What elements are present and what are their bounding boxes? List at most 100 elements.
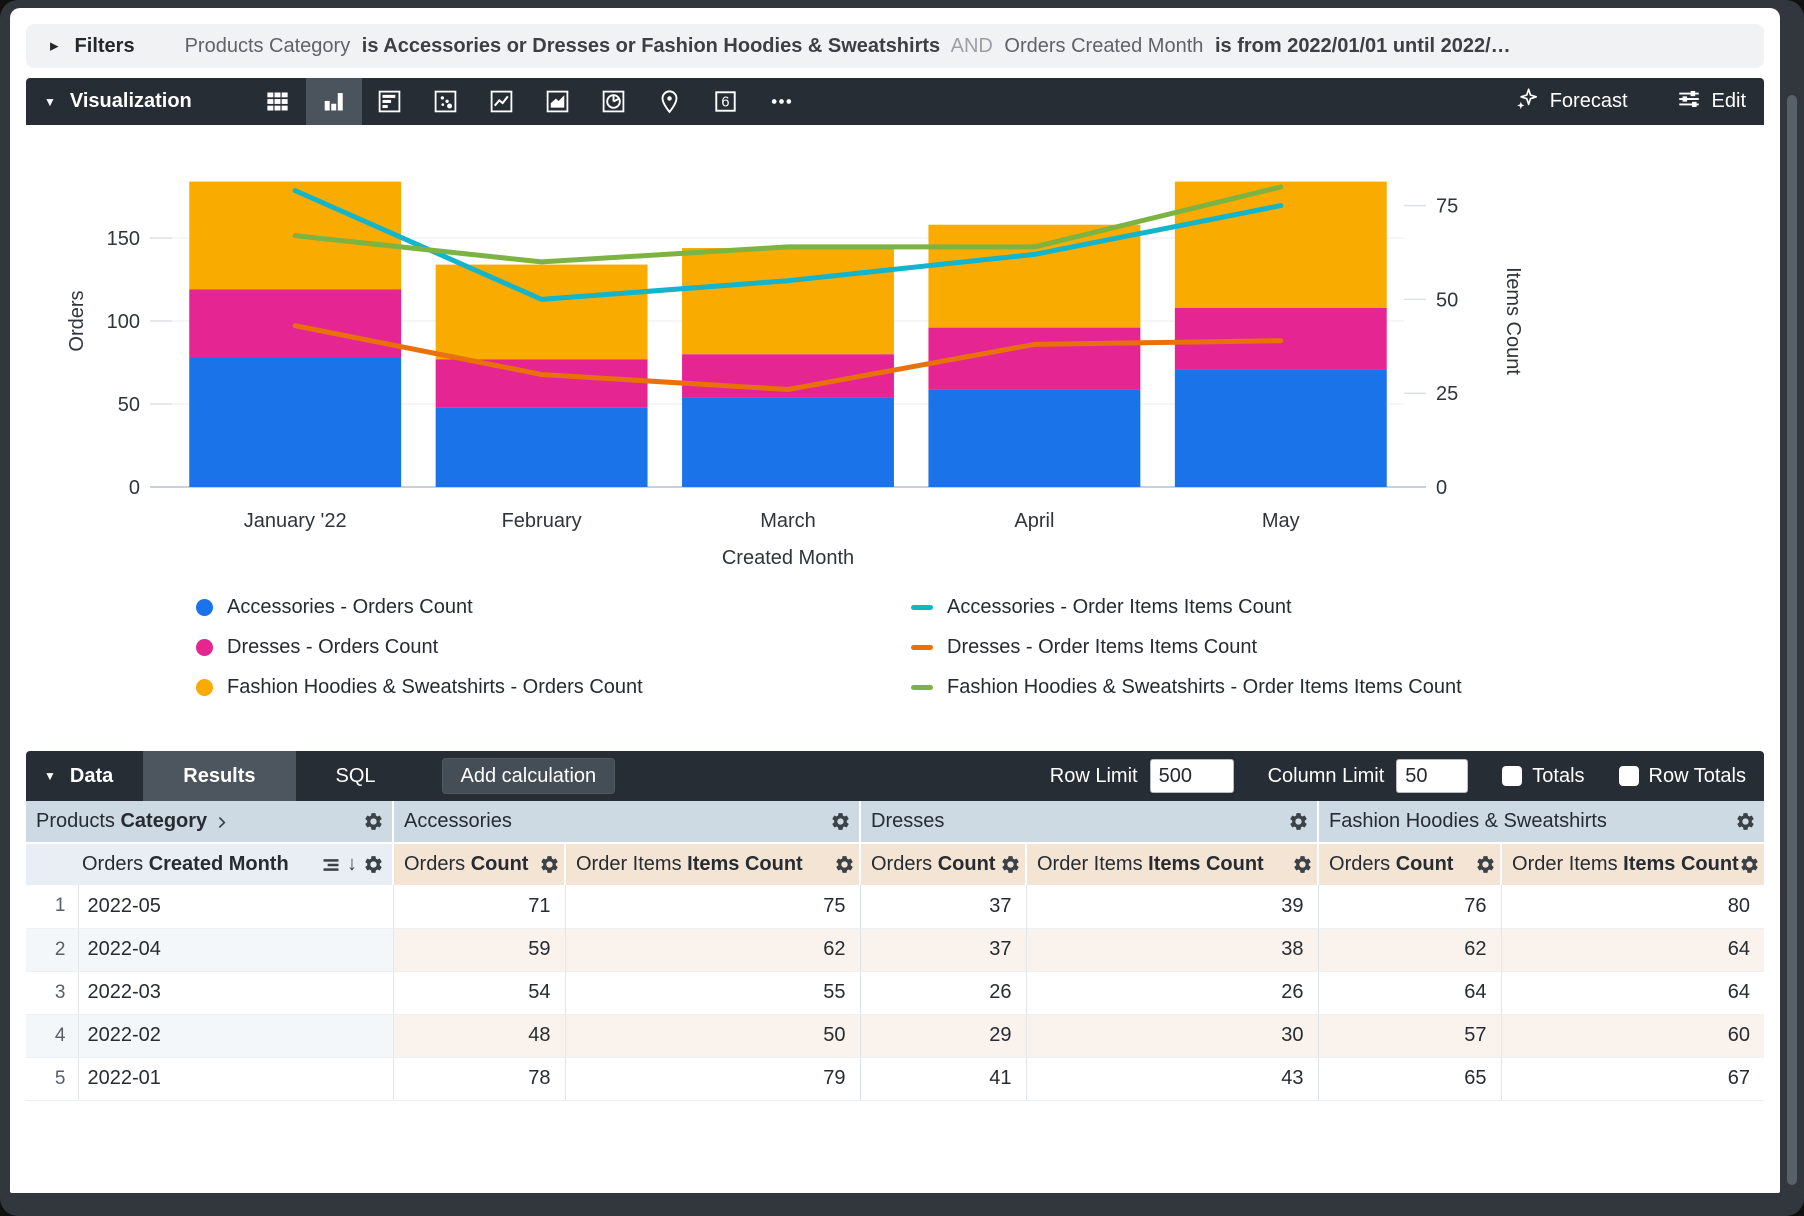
forecast-button[interactable]: Forecast	[1514, 86, 1628, 118]
measure-column-header[interactable]: Order Items Items Count	[1024, 842, 1319, 885]
line-series[interactable]	[292, 184, 1284, 265]
edit-button[interactable]: Edit	[1676, 86, 1746, 118]
visualization-collapse-icon[interactable]: ▼	[44, 94, 56, 109]
measure-cell[interactable]: 65	[1317, 1057, 1502, 1101]
tab-results[interactable]: Results	[143, 751, 296, 801]
gear-icon[interactable]	[1739, 854, 1760, 875]
bar-segment[interactable]	[1174, 369, 1387, 487]
gear-icon[interactable]	[1288, 811, 1309, 832]
bar-segment[interactable]	[928, 389, 1141, 487]
measure-column-header[interactable]: Order Items Items Count	[564, 842, 860, 885]
measure-cell[interactable]: 76	[1317, 885, 1502, 929]
dimension-cell[interactable]: 2022-04	[77, 928, 393, 972]
legend-item[interactable]: Dresses - Order Items Items Count	[911, 636, 1760, 659]
bar-segment[interactable]	[435, 359, 648, 408]
measure-cell[interactable]: 39	[1025, 885, 1319, 929]
viz-type-single-value-icon[interactable]: 6	[698, 78, 754, 125]
dimension-cell[interactable]: 2022-03	[77, 971, 393, 1015]
measure-cell[interactable]: 78	[392, 1057, 565, 1101]
viz-type-column-icon[interactable]	[305, 78, 362, 125]
measure-cell[interactable]: 60	[1500, 1014, 1764, 1058]
viz-type-more-icon[interactable]	[754, 78, 810, 125]
bar-segment[interactable]	[435, 264, 648, 360]
legend-item[interactable]: Dresses - Orders Count	[196, 636, 911, 659]
measure-cell[interactable]: 26	[859, 971, 1026, 1015]
measure-cell[interactable]: 38	[1025, 928, 1319, 972]
measure-cell[interactable]: 41	[859, 1057, 1026, 1101]
viz-type-scatter-icon[interactable]	[418, 78, 474, 125]
measure-cell[interactable]: 62	[1317, 928, 1502, 972]
measure-cell[interactable]: 50	[564, 1014, 860, 1058]
measure-cell[interactable]: 71	[392, 885, 565, 929]
measure-cell[interactable]: 80	[1500, 885, 1764, 929]
column-group-header[interactable]: Dresses	[858, 801, 1319, 843]
window-scrollbar[interactable]	[1787, 95, 1797, 1185]
bar-segment[interactable]	[682, 248, 894, 355]
measure-cell[interactable]: 64	[1500, 928, 1764, 972]
gear-icon[interactable]	[1475, 854, 1496, 875]
line-series[interactable]	[292, 188, 1284, 302]
filters-bar[interactable]: ▸ Filters Products Category is Accessori…	[26, 24, 1764, 68]
measure-cell[interactable]: 75	[564, 885, 860, 929]
gear-icon[interactable]	[1292, 854, 1313, 875]
gear-icon[interactable]	[834, 854, 855, 875]
data-collapse-icon[interactable]: ▼	[44, 769, 56, 783]
filters-expand-icon[interactable]: ▸	[50, 36, 59, 55]
measure-cell[interactable]: 62	[564, 928, 860, 972]
gear-icon[interactable]	[539, 854, 560, 875]
row-limit-input[interactable]	[1149, 759, 1234, 793]
column-header-products-category[interactable]: Products Category	[26, 801, 393, 843]
subtotal-icon[interactable]	[321, 855, 341, 875]
viz-type-line-icon[interactable]	[474, 78, 530, 125]
chevron-right-icon[interactable]	[213, 814, 230, 831]
measure-cell[interactable]: 57	[1317, 1014, 1502, 1058]
measure-cell[interactable]: 64	[1500, 971, 1764, 1015]
row-totals-toggle[interactable]: Row Totals	[1618, 765, 1746, 788]
column-header-orders-created-month[interactable]: Orders Created Month ↓	[26, 842, 393, 885]
dimension-cell[interactable]: 2022-02	[77, 1014, 393, 1058]
measure-cell[interactable]: 37	[859, 928, 1026, 972]
dimension-cell[interactable]: 2022-05	[77, 885, 393, 929]
measure-cell[interactable]: 29	[859, 1014, 1026, 1058]
viz-type-table-icon[interactable]	[250, 78, 306, 125]
column-group-header[interactable]: Fashion Hoodies & Sweatshirts	[1317, 801, 1764, 843]
legend-item[interactable]: Accessories - Orders Count	[196, 596, 911, 619]
legend-item[interactable]: Accessories - Order Items Items Count	[911, 596, 1760, 619]
bar-segment[interactable]	[435, 407, 648, 487]
bar-segment[interactable]	[682, 397, 894, 487]
measure-cell[interactable]: 43	[1025, 1057, 1319, 1101]
bar-segment[interactable]	[1174, 181, 1387, 308]
measure-column-header[interactable]: Orders Count	[1317, 842, 1502, 885]
measure-cell[interactable]: 64	[1317, 971, 1502, 1015]
measure-cell[interactable]: 26	[1025, 971, 1319, 1015]
measure-cell[interactable]: 54	[392, 971, 565, 1015]
measure-cell[interactable]: 79	[564, 1057, 860, 1101]
gear-icon[interactable]	[1000, 854, 1021, 875]
row-totals-checkbox[interactable]	[1618, 766, 1639, 786]
measure-cell[interactable]: 48	[392, 1014, 565, 1058]
gear-icon[interactable]	[363, 811, 384, 832]
line-series[interactable]	[292, 323, 1284, 392]
legend-item[interactable]: Fashion Hoodies & Sweatshirts - Orders C…	[196, 676, 911, 699]
gear-icon[interactable]	[363, 854, 384, 875]
measure-cell[interactable]: 59	[392, 928, 565, 972]
gear-icon[interactable]	[830, 811, 851, 832]
measure-cell[interactable]: 55	[564, 971, 860, 1015]
add-calculation-button[interactable]: Add calculation	[441, 758, 616, 794]
sort-desc-icon[interactable]: ↓	[347, 853, 357, 875]
measure-column-header[interactable]: Orders Count	[859, 842, 1026, 885]
measure-column-header[interactable]: Order Items Items Count	[1500, 842, 1764, 885]
stacked-bar-line-chart[interactable]: 0 50 100 150 0 25 50 75 January '22 February March…	[26, 125, 1764, 580]
viz-type-pie-icon[interactable]	[586, 78, 642, 125]
totals-toggle[interactable]: Totals	[1502, 765, 1585, 788]
column-group-header[interactable]: Accessories	[392, 801, 860, 843]
totals-checkbox[interactable]	[1502, 766, 1523, 786]
measure-cell[interactable]: 37	[859, 885, 1026, 929]
legend-item[interactable]: Fashion Hoodies & Sweatshirts - Order It…	[911, 676, 1760, 699]
viz-type-area-icon[interactable]	[530, 78, 586, 125]
column-limit-input[interactable]	[1396, 759, 1469, 793]
measure-cell[interactable]: 30	[1025, 1014, 1319, 1058]
gear-icon[interactable]	[1735, 811, 1756, 832]
viz-type-bar-icon[interactable]	[362, 78, 418, 125]
viz-type-map-icon[interactable]	[642, 78, 698, 125]
